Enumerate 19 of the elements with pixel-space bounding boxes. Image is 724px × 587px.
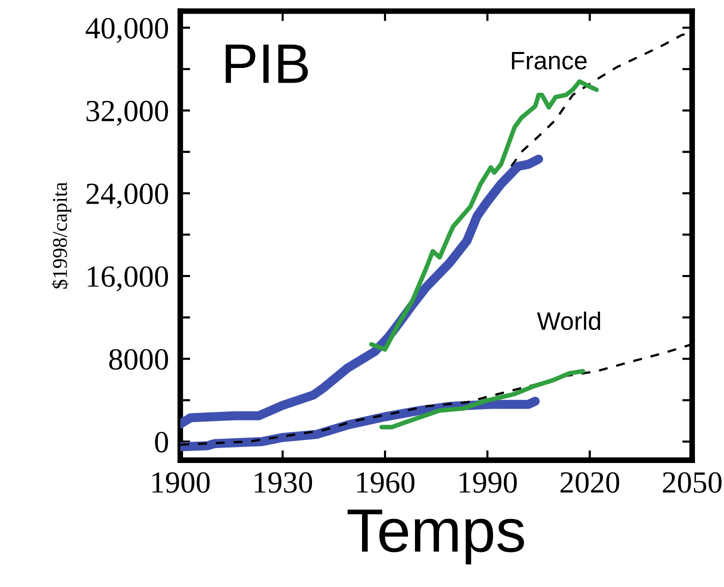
x-tick-label: 2020 — [560, 472, 620, 493]
y-tick-label: 40,000 — [86, 18, 168, 44]
x-tick-label: 1990 — [460, 472, 517, 493]
x-tick-label: 1960 — [357, 472, 414, 493]
y-axis-title: $1998/capita — [52, 182, 72, 289]
x-tick-label: 1900 — [152, 472, 210, 493]
y-tick-label: 8000 — [109, 349, 168, 370]
y-tick-label: 0 — [155, 432, 168, 452]
x-tick-label: 2050 — [662, 472, 722, 493]
y-tick-label: 16,000 — [88, 266, 168, 292]
x-axis-title: Temps — [348, 510, 524, 564]
line-series — [369, 79, 599, 352]
annotation: France — [512, 52, 587, 70]
line-series — [379, 369, 586, 430]
annotation: World — [536, 312, 600, 330]
y-tick-label: 24,000 — [86, 184, 168, 209]
x-tick-label: 1930 — [254, 472, 312, 493]
chart-title: PIB — [226, 44, 308, 83]
y-tick-label: 32,000 — [86, 100, 168, 126]
